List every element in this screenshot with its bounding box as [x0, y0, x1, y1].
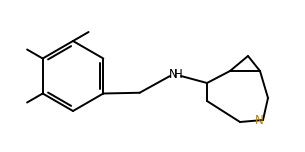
Text: H: H [174, 69, 182, 81]
Text: N: N [169, 69, 178, 81]
Text: N: N [255, 114, 264, 126]
